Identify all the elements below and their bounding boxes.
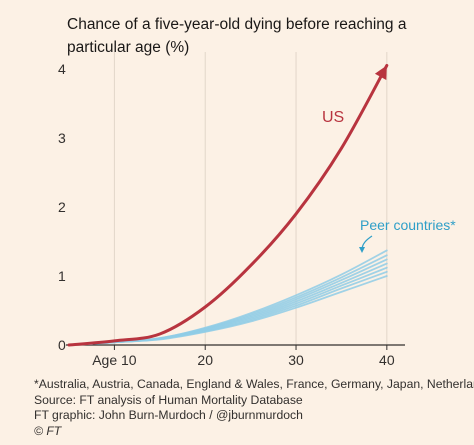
peer-country-line (68, 275, 388, 346)
graphic-credit: FT graphic: John Burn-Murdoch / @jburnmu… (34, 408, 303, 422)
y-tick-label: 4 (58, 61, 66, 77)
y-tick-label: 3 (58, 130, 66, 146)
us-label: US (322, 109, 344, 126)
peer-label-pointer-head (359, 247, 365, 253)
footnote: *Australia, Austria, Canada, England & W… (34, 377, 474, 391)
us-series-line (67, 64, 389, 347)
peer-country-line (68, 258, 388, 346)
peer-country-line (68, 249, 388, 346)
x-tick-label: 30 (288, 352, 304, 368)
us-arrowhead (374, 65, 387, 80)
gridlines (113, 52, 388, 345)
x-tick-label: Age 10 (92, 352, 137, 368)
peer-country-line (68, 270, 388, 346)
series-labels: US Peer countries* (322, 109, 456, 253)
axes: Age 10 20 30 40 0 1 2 3 4 (58, 61, 405, 368)
x-tick-label: 20 (197, 352, 213, 368)
y-tick-label: 0 (58, 337, 66, 353)
y-tick-label: 2 (58, 199, 66, 215)
chart-title: Chance of a five-year-old dying before r… (67, 16, 407, 56)
copyright: © FT (34, 423, 62, 438)
x-tick-label: 40 (379, 352, 395, 368)
series-lines (67, 64, 389, 347)
peer-country-line (68, 254, 388, 346)
y-tick-label: 1 (58, 268, 66, 284)
chart-notes: *Australia, Austria, Canada, England & W… (34, 377, 474, 439)
peer-countries-label: Peer countries* (360, 217, 456, 233)
source-note: Source: FT analysis of Human Mortality D… (34, 392, 303, 407)
